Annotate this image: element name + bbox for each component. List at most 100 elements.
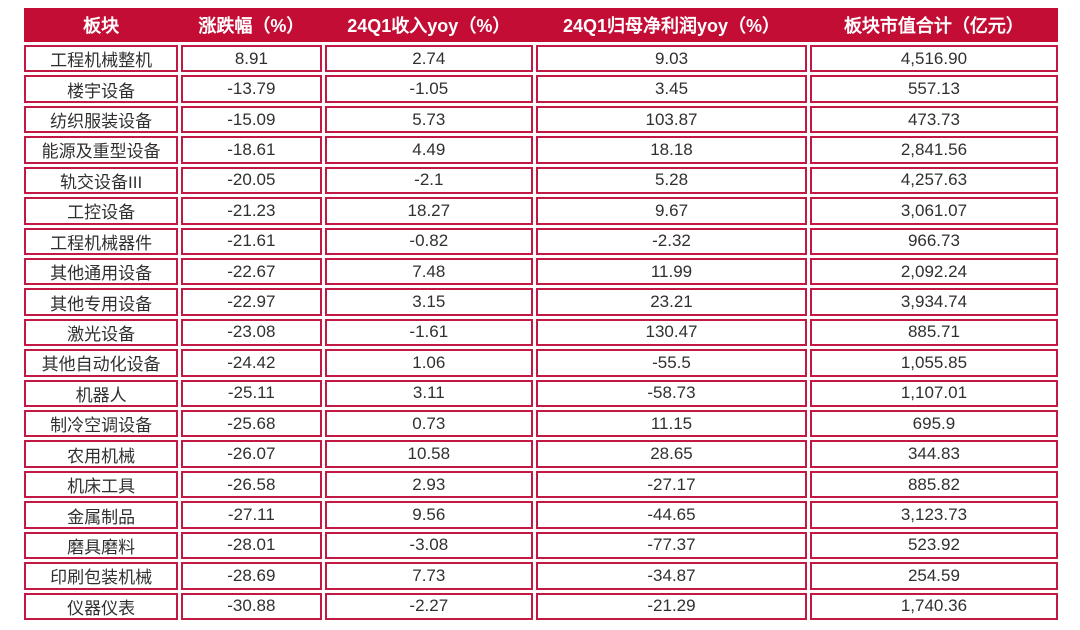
value-cell: 11.99 — [536, 257, 807, 286]
value-cell: 3,123.73 — [809, 501, 1058, 529]
value-cell: -26.58 — [181, 470, 322, 499]
value-cell: -13.79 — [181, 75, 322, 103]
value-cell: -44.65 — [536, 501, 807, 529]
value-cell: -24.42 — [181, 349, 322, 377]
value-cell: -21.61 — [181, 227, 322, 255]
value-cell: 2.74 — [324, 45, 534, 73]
value-cell: -0.82 — [324, 227, 534, 255]
table-header-row: 板块 涨跌幅（%） 24Q1收入yoy（%） 24Q1归母净利润yoy（%） 板… — [24, 8, 1058, 42]
value-cell: 3.11 — [324, 379, 534, 408]
value-cell: 9.56 — [324, 501, 534, 529]
value-cell: 8.91 — [181, 45, 322, 73]
value-cell: 103.87 — [536, 105, 807, 134]
value-cell: -1.05 — [324, 75, 534, 103]
value-cell: 3,934.74 — [809, 288, 1058, 316]
value-cell: -58.73 — [536, 379, 807, 408]
sector-cell: 工程机械整机 — [24, 45, 179, 73]
value-cell: 3.15 — [324, 288, 534, 316]
value-cell: 23.21 — [536, 288, 807, 316]
value-cell: 1,055.85 — [809, 349, 1058, 377]
value-cell: -15.09 — [181, 105, 322, 134]
value-cell: 2,092.24 — [809, 257, 1058, 286]
value-cell: 557.13 — [809, 75, 1058, 103]
sector-cell: 其他自动化设备 — [24, 349, 179, 377]
value-cell: 4,516.90 — [809, 45, 1058, 73]
value-cell: 7.48 — [324, 257, 534, 286]
value-cell: -22.97 — [181, 288, 322, 316]
value-cell: -34.87 — [536, 562, 807, 590]
value-cell: 2.93 — [324, 470, 534, 499]
value-cell: 130.47 — [536, 318, 807, 347]
value-cell: -22.67 — [181, 257, 322, 286]
value-cell: 3.45 — [536, 75, 807, 103]
value-cell: 10.58 — [324, 440, 534, 468]
value-cell: 11.15 — [536, 410, 807, 438]
column-header-sector: 板块 — [83, 16, 120, 36]
sector-cell: 机床工具 — [24, 470, 179, 499]
sector-cell: 机器人 — [24, 379, 179, 408]
sector-cell: 金属制品 — [24, 501, 179, 529]
column-header-market-cap: 板块市值合计（亿元） — [843, 16, 1024, 36]
value-cell: 28.65 — [536, 440, 807, 468]
value-cell: -18.61 — [181, 136, 322, 164]
sector-table: 板块 涨跌幅（%） 24Q1收入yoy（%） 24Q1归母净利润yoy（%） 板… — [24, 8, 1058, 620]
value-cell: -23.08 — [181, 318, 322, 347]
value-cell: -21.29 — [536, 592, 807, 620]
value-cell: -3.08 — [324, 531, 534, 560]
value-cell: 1.06 — [324, 349, 534, 377]
value-cell: -55.5 — [536, 349, 807, 377]
value-cell: -21.23 — [181, 197, 322, 225]
column-header-revenue-yoy: 24Q1收入yoy（%） — [347, 16, 511, 36]
value-cell: -27.11 — [181, 501, 322, 529]
sector-cell: 能源及重型设备 — [24, 136, 179, 164]
sector-cell: 印刷包装机械 — [24, 562, 179, 590]
value-cell: -27.17 — [536, 470, 807, 499]
value-cell: 9.03 — [536, 45, 807, 73]
value-cell: 9.67 — [536, 197, 807, 225]
column-header-profit-yoy: 24Q1归母净利润yoy（%） — [562, 16, 781, 36]
value-cell: 523.92 — [809, 531, 1058, 560]
value-cell: 7.73 — [324, 562, 534, 590]
value-cell: 3,061.07 — [809, 197, 1058, 225]
value-cell: 5.73 — [324, 105, 534, 134]
sector-cell: 楼宇设备 — [24, 75, 179, 103]
sector-cell: 激光设备 — [24, 318, 179, 347]
column-header-change-pct: 涨跌幅（%） — [198, 16, 305, 36]
value-cell: -28.01 — [181, 531, 322, 560]
value-cell: 473.73 — [809, 105, 1058, 134]
sector-cell: 其他通用设备 — [24, 257, 179, 286]
value-cell: 1,107.01 — [809, 379, 1058, 408]
value-cell: -77.37 — [536, 531, 807, 560]
sector-cell: 仪器仪表 — [24, 592, 179, 620]
sector-cell: 工控设备 — [24, 197, 179, 225]
sector-cell: 农用机械 — [24, 440, 179, 468]
value-cell: 885.71 — [809, 318, 1058, 347]
sector-cell: 磨具磨料 — [24, 531, 179, 560]
sector-cell: 其他专用设备 — [24, 288, 179, 316]
sector-cell: 制冷空调设备 — [24, 410, 179, 438]
value-cell: 695.9 — [809, 410, 1058, 438]
value-cell: -2.32 — [536, 227, 807, 255]
value-cell: 966.73 — [809, 227, 1058, 255]
value-cell: 4,257.63 — [809, 166, 1058, 195]
value-cell: -25.11 — [181, 379, 322, 408]
value-cell: 18.27 — [324, 197, 534, 225]
value-cell: 5.28 — [536, 166, 807, 195]
sector-cell: 工程机械器件 — [24, 227, 179, 255]
value-cell: -2.1 — [324, 166, 534, 195]
value-cell: -26.07 — [181, 440, 322, 468]
value-cell: 885.82 — [809, 470, 1058, 499]
sector-cell: 轨交设备III — [24, 166, 179, 195]
value-cell: -2.27 — [324, 592, 534, 620]
value-cell: -25.68 — [181, 410, 322, 438]
value-cell: 0.73 — [324, 410, 534, 438]
value-cell: 18.18 — [536, 136, 807, 164]
value-cell: -28.69 — [181, 562, 322, 590]
value-cell: 1,740.36 — [809, 592, 1058, 620]
value-cell: 344.83 — [809, 440, 1058, 468]
value-cell: 254.59 — [809, 562, 1058, 590]
value-cell: -1.61 — [324, 318, 534, 347]
value-cell: 4.49 — [324, 136, 534, 164]
value-cell: -20.05 — [181, 166, 322, 195]
